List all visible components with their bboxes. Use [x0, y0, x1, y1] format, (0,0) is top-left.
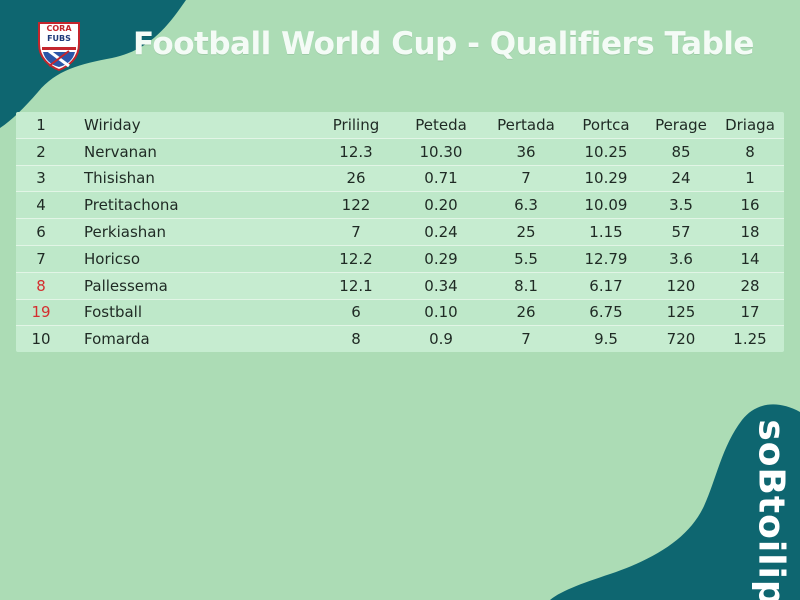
stat-cell: 125: [646, 299, 716, 327]
stat-cell: 6.75: [566, 299, 646, 327]
team-name-cell: Horicso: [66, 245, 316, 273]
team-name-cell: Pallessema: [66, 272, 316, 300]
stat-cell: 7: [486, 165, 566, 193]
table-row: 4 Pretitachona 122 0.20 6.3 10.09 3.5 16: [16, 191, 784, 220]
stat-cell: 1.15: [566, 218, 646, 246]
team-name-cell: Fostball: [66, 299, 316, 327]
rank-cell: 19: [16, 299, 66, 327]
stat-cell: 0.71: [396, 165, 486, 193]
crest-text-bottom: FUBS: [47, 34, 71, 43]
table-row: 8 Pallessema 12.1 0.34 8.1 6.17 120 28: [16, 272, 784, 300]
stat-cell: 720: [666, 330, 696, 349]
stat-cell: 5.5: [486, 245, 566, 273]
stat-cell: 36: [486, 138, 566, 166]
stat-cell: 14: [716, 245, 784, 273]
rank-cell: 8: [16, 272, 66, 300]
table-body: 1 Wiriday Priling Peteda Pertada Portca Perage…: [16, 112, 784, 352]
stat-cell: 18: [716, 218, 784, 246]
stat-cell: 1.25: [733, 330, 767, 349]
table-row: 7 Horicso 12.2 0.29 5.5 12.79 3.6 14: [16, 245, 784, 273]
stat-cell: 6.3: [486, 191, 566, 220]
stat-cell: 6.17: [566, 272, 646, 300]
stat-cell: 12.1: [316, 272, 396, 300]
stat-cell: 10.09: [566, 191, 646, 220]
stat-cell: 0.29: [396, 245, 486, 273]
stat-cell: Priling: [316, 112, 396, 139]
rank-cell: 10: [31, 330, 51, 349]
stat-cell: 3.6: [646, 245, 716, 273]
stat-cell: 12.3: [316, 138, 396, 166]
stat-cell: 28: [716, 272, 784, 300]
stat-cell: 3.5: [646, 191, 716, 220]
stat-cell: 85: [646, 138, 716, 166]
stat-cell: 26: [486, 299, 566, 327]
table-row: 3 Thisishan 26 0.71 7 10.29 24 1: [16, 165, 784, 193]
team-name-cell: Fomarda: [84, 330, 150, 349]
stat-cell: 12.79: [566, 245, 646, 273]
team-name-cell: Pretitachona: [66, 191, 316, 220]
table-row: 6 Perkiashan 7 0.24 25 1.15 57 18: [16, 218, 784, 246]
stat-cell: 17: [716, 299, 784, 327]
rank-cell: 4: [16, 191, 66, 220]
team-crest-logo: CORA FUBS: [36, 20, 82, 72]
stat-cell: 120: [646, 272, 716, 300]
stat-cell: Peteda: [396, 112, 486, 139]
stat-cell: 7: [316, 218, 396, 246]
stat-cell: Pertada: [486, 112, 566, 139]
stat-cell: 24: [646, 165, 716, 193]
page-title: Football World Cup - Qualifiers Table: [133, 26, 754, 62]
rank-cell: 6: [16, 218, 66, 246]
stat-cell: Portca: [566, 112, 646, 139]
table-row: 1 Wiriday Priling Peteda Pertada Portca Perage…: [16, 112, 784, 139]
team-name-cell: Wiriday: [66, 112, 316, 139]
stat-cell: Perage: [646, 112, 716, 139]
qualifiers-table: 1 Wiriday Priling Peteda Pertada Portca Perage…: [16, 112, 784, 353]
stat-cell: 7: [521, 330, 531, 349]
table-row: 19 Fostball 6 0.10 26 6.75 125 17: [16, 299, 784, 327]
rank-cell: 3: [16, 165, 66, 193]
stat-cell: Driaga: [716, 112, 784, 139]
table-row: 10 Fomarda 8 0.9 7 9.5 720 1.25: [16, 326, 784, 352]
stat-cell: 8: [716, 138, 784, 166]
stat-cell: 0.34: [396, 272, 486, 300]
team-name-cell: Nervanan: [66, 138, 316, 166]
stat-cell: 0.10: [396, 299, 486, 327]
rank-cell: 1: [16, 112, 66, 139]
stat-cell: 25: [486, 218, 566, 246]
team-name-cell: Perkiashan: [66, 218, 316, 246]
stat-cell: 10.30: [396, 138, 486, 166]
shield-crest-icon: [38, 22, 80, 72]
stat-cell: 26: [316, 165, 396, 193]
stat-cell: 0.9: [429, 330, 453, 349]
team-name-cell: Thisishan: [66, 165, 316, 193]
corner-wave-bottom: [550, 404, 800, 600]
rank-cell: 7: [16, 245, 66, 273]
stat-cell: 12.2: [316, 245, 396, 273]
stat-cell: 8.1: [486, 272, 566, 300]
stat-cell: 16: [716, 191, 784, 220]
stat-cell: 57: [646, 218, 716, 246]
crest-text-top: CORA: [46, 24, 72, 33]
table-row: 2 Nervanan 12.3 10.30 36 10.25 85 8: [16, 138, 784, 166]
stat-cell: 0.20: [396, 191, 486, 220]
stat-cell: 1: [716, 165, 784, 193]
stat-cell: 6: [316, 299, 396, 327]
stat-cell: 10.25: [566, 138, 646, 166]
rank-cell: 2: [16, 138, 66, 166]
stat-cell: 122: [316, 191, 396, 220]
stat-cell: 8: [351, 330, 361, 349]
stat-cell: 9.5: [594, 330, 618, 349]
stat-cell: 0.24: [396, 218, 486, 246]
stat-cell: 10.29: [566, 165, 646, 193]
